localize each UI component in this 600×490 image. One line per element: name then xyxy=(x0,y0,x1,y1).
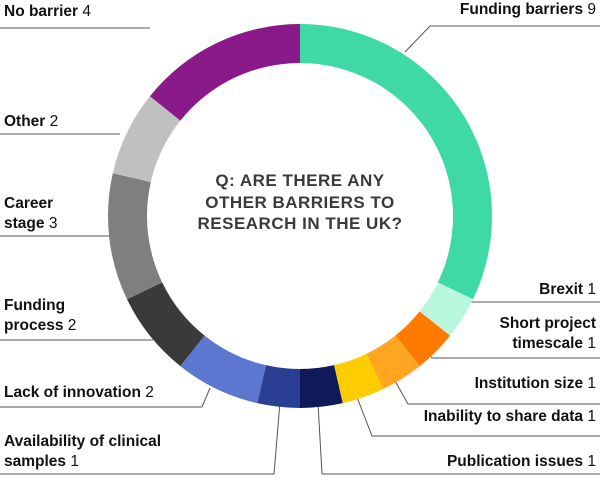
label-text: Funding barriers xyxy=(459,1,584,18)
label-text-2: process xyxy=(4,317,64,334)
label-text: Publication issues xyxy=(446,453,584,470)
label-value: 1 xyxy=(587,335,596,352)
leader-line-institution-size xyxy=(389,371,600,405)
slice-career-stage xyxy=(108,173,163,300)
slice-institution-size xyxy=(366,335,420,389)
label-text-1: Funding xyxy=(4,297,66,314)
label-institution-size: Institution size 1 xyxy=(475,374,596,394)
slice-other xyxy=(112,96,181,182)
leader-line-availability xyxy=(0,401,281,475)
label-text: No barrier xyxy=(4,3,79,20)
label-text-2: samples xyxy=(4,453,67,470)
label-text-1: Availability of clinical xyxy=(4,433,162,450)
label-text: Other xyxy=(4,113,46,130)
label-value: 1 xyxy=(587,453,596,470)
label-text-2: stage xyxy=(4,215,45,232)
label-value: 3 xyxy=(48,215,58,232)
label-career-stage: Career stage 3 xyxy=(4,194,57,234)
slice-availability-of-clinical-samples xyxy=(257,365,300,408)
label-text: Lack of innovation xyxy=(4,384,141,401)
label-text-1: Career xyxy=(4,195,54,212)
label-value: 2 xyxy=(145,384,154,401)
question-line-2: OTHER BARRIERS TO xyxy=(205,192,395,212)
label-value: 2 xyxy=(49,113,59,130)
label-publication: Publication issues 1 xyxy=(447,452,596,472)
slice-lack-of-innovation xyxy=(180,335,266,404)
slice-short-project-timescale xyxy=(395,311,451,367)
slice-funding-barriers xyxy=(300,24,492,300)
question-line-3: RESEARCH IN THE UK? xyxy=(197,214,403,233)
label-short-project: Short project timescale 1 xyxy=(500,314,596,354)
donut-slices xyxy=(108,24,492,408)
leader-line-funding-barriers xyxy=(404,25,600,53)
label-value: 4 xyxy=(82,3,92,20)
leader-line-inability xyxy=(354,391,600,437)
label-funding-process: Funding process 2 xyxy=(4,296,76,336)
label-value: 1 xyxy=(587,375,596,392)
label-value: 1 xyxy=(70,453,79,470)
label-value: 1 xyxy=(587,408,596,425)
label-inability: Inability to share data 1 xyxy=(424,407,596,427)
question-prefix: Q: xyxy=(215,171,236,190)
question-text-1: ARE THERE ANY xyxy=(239,171,385,190)
chart-question: Q: ARE THERE ANY OTHER BARRIERS TO RESEA… xyxy=(160,170,440,235)
label-availability: Availability of clinical samples 1 xyxy=(4,432,161,472)
label-no-barrier: No barrier 4 xyxy=(4,2,91,22)
label-lack-of-innovation: Lack of innovation 2 xyxy=(4,383,154,403)
label-text-2: timescale xyxy=(512,335,584,352)
label-brexit: Brexit 1 xyxy=(539,280,596,300)
label-other: Other 2 xyxy=(4,112,58,132)
label-funding-barriers: Funding barriers 9 xyxy=(460,0,596,20)
slice-brexit xyxy=(419,282,473,336)
label-value: 1 xyxy=(587,281,596,298)
leader-line-publication xyxy=(317,402,600,475)
label-value: 2 xyxy=(67,317,77,334)
slice-inability-to-share-data xyxy=(334,353,384,404)
label-text: Inability to share data xyxy=(423,408,584,425)
label-text: Brexit xyxy=(539,281,584,298)
label-value: 9 xyxy=(587,1,596,18)
label-text: Institution size xyxy=(474,375,584,392)
leader-line-lack-of-innovation xyxy=(0,387,211,408)
question-line-1: Q: ARE THERE ANY xyxy=(160,170,440,192)
slice-no-barrier xyxy=(149,24,300,121)
slice-publication-issues xyxy=(300,365,343,408)
slice-funding-process xyxy=(127,282,205,367)
label-text-1: Short project xyxy=(499,315,596,332)
